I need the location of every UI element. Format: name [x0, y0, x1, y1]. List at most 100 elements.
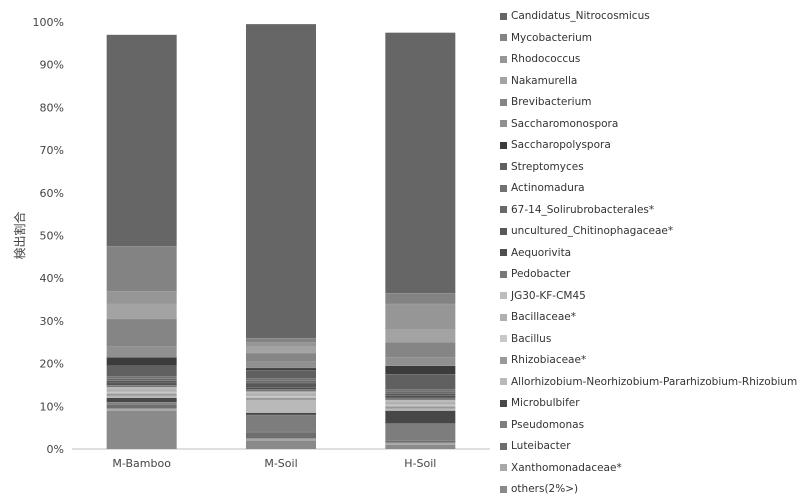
bar-segment: [385, 442, 456, 445]
bar-segment: [246, 378, 316, 381]
x-tick-label: M-Soil: [264, 457, 297, 470]
legend-label: Nakamurella: [511, 74, 578, 87]
legend-item: Pedobacter: [500, 267, 570, 281]
bar-segment: [246, 438, 316, 441]
bar-segment: [106, 387, 177, 390]
y-tick-label: 10%: [40, 400, 64, 413]
y-tick-label: 20%: [40, 358, 64, 371]
legend-swatch: [500, 356, 507, 364]
legend-swatch: [500, 227, 507, 235]
bar-segment: [246, 367, 316, 371]
bar-segment: [385, 32, 456, 294]
legend-item: Aequorivita: [500, 246, 571, 260]
bar-segment: [246, 342, 316, 347]
legend-label: Xanthomonadaceae*: [511, 461, 622, 474]
bar-segment: [385, 402, 456, 405]
legend-item: Bacillaceae*: [500, 310, 576, 324]
bar-segment: [246, 361, 316, 368]
bar-segment: [106, 376, 177, 379]
legend-label: Brevibacterium: [511, 96, 592, 108]
legend-label: Pedobacter: [511, 268, 571, 280]
x-tick-label: M-Bamboo: [112, 457, 171, 470]
legend-label: Saccharopolyspora: [511, 139, 611, 151]
legend-swatch: [500, 163, 507, 170]
legend-swatch: [500, 421, 507, 428]
legend-item: 67-14_Solirubrobacterales*: [500, 203, 654, 217]
legend-item: Saccharopolyspora: [500, 138, 611, 152]
legend-label: Allorhizobium-Neorhizobium-Pararhizobium…: [511, 375, 798, 388]
x-tick-label: H-Soil: [404, 457, 436, 470]
legend-item: Microbulbifer: [500, 396, 580, 410]
legend-label: 67-14_Solirubrobacterales*: [511, 203, 655, 216]
chart-plot: 0% 10% 20% 30% 40% 50% 60% 70% 80% 90% 100% 検出割合 M-B…: [12, 16, 490, 470]
legend-item: Mycobacterium: [500, 31, 592, 45]
bar-segment: [106, 402, 177, 405]
legend-label: Streptomyces: [511, 160, 584, 173]
legend-swatch: [500, 399, 507, 407]
legend-item: uncultured_Chitinophagaceae*: [500, 224, 673, 238]
bar-segment: [106, 346, 177, 358]
legend-label: Microbulbifer: [511, 397, 580, 409]
y-tick-label: 70%: [40, 144, 64, 157]
bar-segment: [246, 395, 316, 398]
legend-item: Rhodococcus: [500, 52, 580, 66]
bar-segment: [106, 246, 177, 292]
legend-item: Brevibacterium: [500, 95, 591, 109]
legend-item: Pseudomonas: [500, 418, 584, 432]
legend-item: JG30-KF-CM45: [500, 289, 586, 303]
legend-swatch: [500, 77, 507, 84]
bar-segment: [246, 393, 316, 396]
bar-segment: [246, 387, 316, 390]
legend-label: Luteibacter: [511, 440, 571, 452]
bar-segment: [246, 414, 316, 432]
legend-label: Pseudomonas: [511, 418, 585, 431]
legend-label: Rhodococcus: [511, 53, 581, 65]
bar-segment: [385, 391, 456, 394]
y-tick-label: 100%: [33, 16, 64, 29]
bar-segment: [106, 34, 177, 247]
bar-segment: [246, 391, 316, 394]
legend-item: Candidatus_Nitrocosmicus: [500, 9, 650, 23]
y-tick-label: 50%: [40, 230, 64, 243]
bar-segment: [106, 357, 177, 366]
legend-item: Actinomadura: [500, 181, 585, 195]
legend-label: Actinomadura: [511, 182, 585, 194]
bar-segment: [385, 342, 456, 358]
legend-item: Bacillus: [500, 332, 551, 346]
legend-label: Mycobacterium: [511, 31, 593, 44]
legend-swatch: [500, 292, 507, 299]
bar-segment: [246, 431, 316, 439]
legend-swatch: [500, 485, 507, 493]
bar-segment: [106, 380, 177, 383]
bar-segment: [385, 406, 456, 409]
legend-swatch: [500, 464, 507, 471]
bar-segment: [385, 393, 456, 396]
bar-segment: [385, 399, 456, 403]
bar-segment: [385, 397, 456, 400]
bar-segment: [385, 329, 456, 343]
bar-segment: [106, 397, 177, 403]
bar-segment: [385, 408, 456, 411]
bar-segment: [385, 303, 456, 330]
legend-item: Xanthomonadaceae*: [500, 461, 622, 475]
legend-swatch: [500, 55, 507, 63]
legend-item: Allorhizobium-Neorhizobium-Pararhizobium…: [500, 375, 797, 389]
bar-segment: [246, 440, 316, 449]
bar-segment: [385, 404, 456, 407]
legend-label: Bacillaceae*: [511, 311, 576, 323]
bar-segment: [246, 352, 316, 362]
bar-segment: [246, 397, 316, 400]
bar-segment: [385, 357, 456, 366]
y-tick-label: 30%: [40, 315, 64, 328]
legend-item: Nakamurella: [500, 74, 577, 88]
bar-segment: [385, 293, 456, 304]
bar-segment: [385, 410, 456, 424]
bar-segment: [385, 444, 456, 449]
legend-swatch: [500, 12, 507, 20]
legend-label: Bacillus: [511, 332, 552, 345]
legend-swatch: [500, 313, 507, 321]
bar-segment: [385, 365, 456, 375]
bar-segment: [106, 365, 177, 377]
bar-segment: [106, 395, 177, 398]
bar-segment: [246, 380, 316, 383]
